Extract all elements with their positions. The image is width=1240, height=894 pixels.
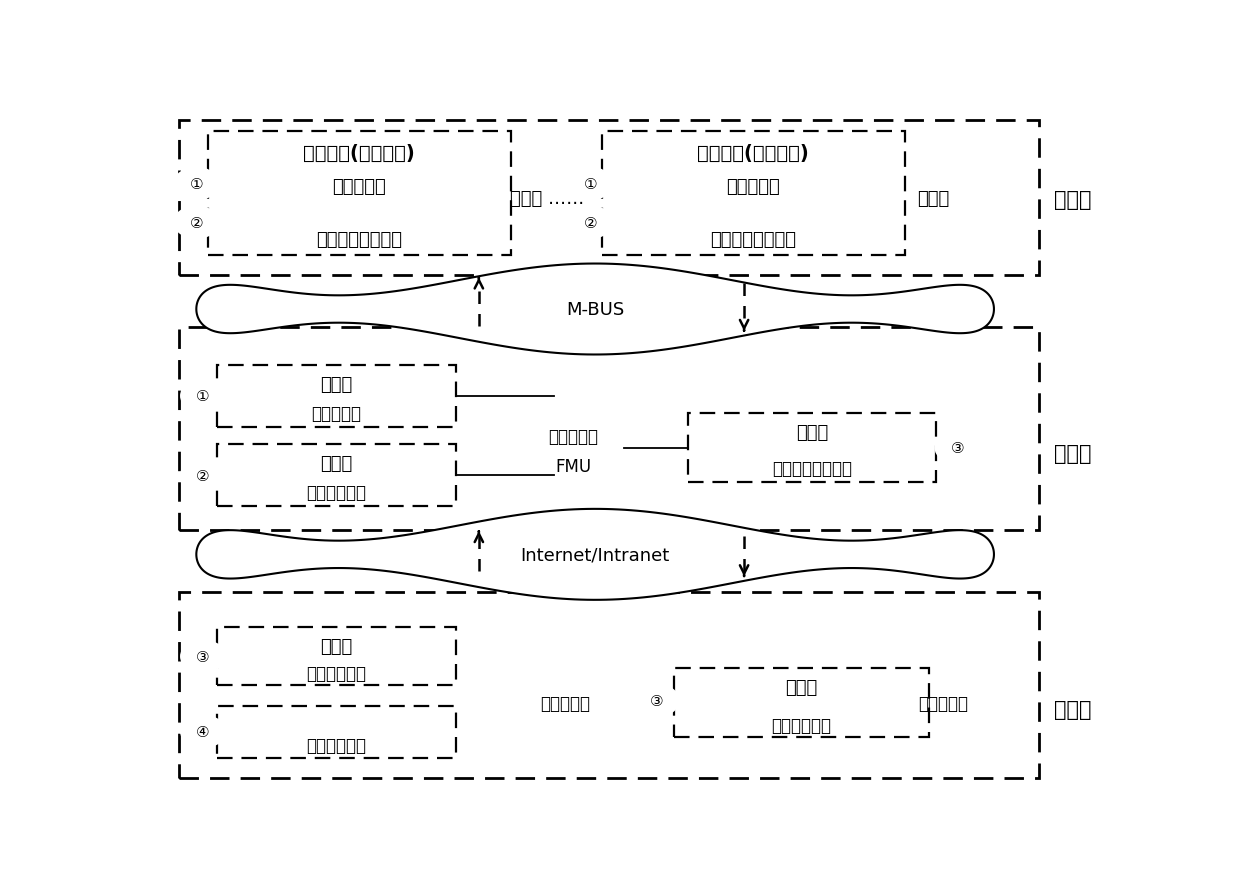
Text: 关键数据随机加密: 关键数据随机加密 (316, 232, 402, 249)
Text: 完整性监控: 完整性监控 (311, 405, 362, 423)
Text: 热量表: 热量表 (785, 679, 817, 696)
Text: 热量表: 热量表 (796, 424, 828, 442)
Circle shape (181, 716, 226, 747)
Text: ④: ④ (196, 724, 210, 739)
Bar (217, 366, 456, 427)
Text: 关键数据保护: 关键数据保护 (306, 484, 367, 502)
Circle shape (635, 685, 678, 716)
Text: 可信信息融合模块: 可信信息融合模块 (773, 460, 852, 477)
Bar (217, 627, 456, 686)
Text: 热量表: 热量表 (918, 190, 950, 207)
Bar (217, 706, 456, 758)
Text: 完整性表征: 完整性表征 (727, 177, 780, 196)
Text: 热量表 ……: 热量表 …… (510, 190, 584, 207)
Bar (179, 121, 1039, 276)
Bar (688, 414, 936, 483)
Text: 可信信息显示: 可信信息显示 (306, 664, 367, 682)
Text: 热量表: 热量表 (320, 375, 352, 393)
Circle shape (181, 641, 226, 672)
Text: Internet/Intranet: Internet/Intranet (521, 545, 670, 564)
Text: 热量表: 热量表 (320, 637, 352, 655)
Text: 完整性表征: 完整性表征 (332, 177, 386, 196)
Text: ①: ① (584, 177, 598, 192)
Bar (217, 444, 456, 507)
Text: 采集层: 采集层 (1054, 190, 1091, 210)
Text: ③: ③ (650, 693, 663, 708)
PathPatch shape (196, 510, 994, 600)
Bar (208, 131, 511, 256)
Circle shape (568, 207, 613, 239)
Text: 节点硬件(包括固件): 节点硬件(包括固件) (697, 144, 808, 163)
Text: ②: ② (196, 468, 210, 483)
Text: 传输层: 传输层 (1054, 443, 1091, 463)
Circle shape (935, 432, 980, 464)
Text: 数据服务器: 数据服务器 (918, 694, 968, 712)
Circle shape (181, 460, 226, 492)
Circle shape (174, 207, 218, 239)
Text: ③: ③ (196, 649, 210, 664)
Text: ②: ② (190, 215, 203, 231)
Text: 动态身份认证: 动态身份认证 (306, 737, 367, 755)
Text: 关键数据随机加密: 关键数据随机加密 (711, 232, 796, 249)
Bar (675, 669, 929, 738)
Text: 区域管理器
FMU: 区域管理器 FMU (548, 428, 598, 475)
Text: ②: ② (584, 215, 598, 231)
Text: ①: ① (190, 177, 203, 192)
Circle shape (568, 169, 613, 200)
Circle shape (181, 381, 226, 412)
Text: 节点硬件(包括固件): 节点硬件(包括固件) (304, 144, 415, 163)
Text: 可信信息存储: 可信信息存储 (771, 716, 831, 734)
Text: 应用服务器: 应用服务器 (541, 694, 590, 712)
Bar (179, 327, 1039, 531)
Text: ①: ① (196, 389, 210, 404)
PathPatch shape (196, 265, 994, 355)
Text: ③: ③ (951, 441, 965, 456)
Bar (601, 131, 904, 256)
Text: 应用层: 应用层 (1054, 700, 1091, 720)
Text: 热量表: 热量表 (320, 455, 352, 473)
Circle shape (174, 169, 218, 200)
Text: M-BUS: M-BUS (565, 300, 624, 318)
Bar (179, 593, 1039, 779)
